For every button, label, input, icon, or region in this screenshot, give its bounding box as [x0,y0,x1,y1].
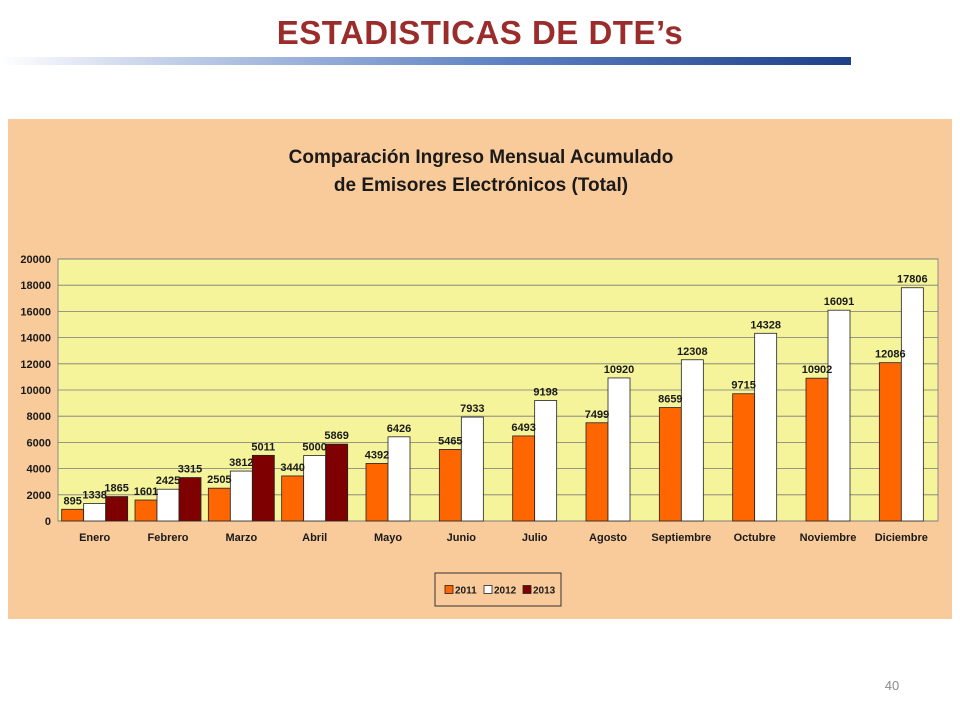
y-tick-label: 20000 [20,254,51,266]
y-tick-label: 12000 [20,359,51,371]
data-label: 1338 [82,489,106,501]
bar-2012 [229,470,253,522]
data-label: 12086 [875,349,906,361]
data-label: 9198 [533,387,557,399]
data-label: 9715 [731,380,755,392]
y-axis-ticks: 0 2000 4000 6000 8000 10000 12000 14000 16000 180… [20,254,51,528]
bar-2012 [534,400,558,522]
bar-2011 [732,393,756,522]
x-tick-label: Diciembre [875,532,928,544]
data-label: 3315 [178,464,202,476]
data-label: 2425 [156,475,180,487]
bar-2012 [460,416,484,522]
bar-2012 [303,455,327,522]
data-label: 6426 [387,423,411,435]
legend-swatch-2011 [444,585,454,594]
x-tick-label: Abril [302,532,327,544]
chart-panel: Comparación Ingreso Mensual Acumulado de… [8,119,952,619]
y-tick-label: 4000 [27,464,51,476]
legend-box [434,572,562,607]
legend-swatch-2012 [483,585,493,594]
y-tick-label: 14000 [20,333,51,345]
bar-2013 [251,454,275,522]
data-label: 16091 [824,296,855,308]
y-tick-label: 0 [45,516,51,528]
x-tick-label: Agosto [589,532,627,544]
bar-2011 [365,463,389,522]
x-axis-ticks: Enero Febrero Marzo Abril Mayo Junio Julio Agos… [79,532,928,544]
bar-2012 [827,309,851,522]
y-tick-label: 18000 [20,280,51,292]
x-tick-label: Febrero [148,532,189,544]
data-label: 12308 [677,346,708,358]
y-tick-label: 16000 [20,306,51,318]
bar-2011 [134,499,158,522]
data-label: 17806 [897,274,928,286]
bar-2011 [878,362,902,522]
chart: Comparación Ingreso Mensual Acumulado de… [20,147,939,607]
x-tick-label: Octubre [734,532,776,544]
chart-title-line2: de Emisores Electrónicos (Total) [334,175,628,196]
legend-label-2011: 2011 [455,586,477,597]
chart-title-line1: Comparación Ingreso Mensual Acumulado [289,147,674,168]
y-tick-label: 10000 [20,385,51,397]
gridlines [58,258,938,522]
x-tick-label: Mayo [374,532,402,544]
bar-2013 [325,443,349,522]
title-underline [0,57,851,65]
data-label: 10902 [802,364,833,376]
data-label: 5869 [324,430,348,442]
data-label: 895 [63,495,81,507]
x-tick-label: Marzo [225,532,257,544]
slide-title: ESTADISTICAS DE DTE’s [276,14,684,51]
data-label: 5011 [251,441,275,453]
bar-2011 [658,407,682,522]
data-label: 2505 [207,474,231,486]
x-tick-label: Enero [79,532,110,544]
y-tick-label: 2000 [27,490,51,502]
legend: 2011 2012 2013 [434,572,562,607]
legend-label-2013: 2013 [533,586,556,597]
bar-2011 [512,435,536,522]
bar-2013 [105,496,129,522]
bar-2013 [178,477,202,522]
bar-2012 [387,436,411,522]
data-label: 5000 [302,442,326,454]
data-label: 5465 [438,435,462,447]
y-tick-label: 8000 [27,411,51,423]
data-label: 3812 [229,457,253,469]
x-tick-label: Noviembre [800,532,857,544]
data-label: 1865 [104,483,128,495]
bar-2012 [900,287,924,522]
bar-2011 [805,377,829,522]
data-label: 1601 [134,486,158,498]
bar-2011 [281,475,305,522]
bar-2011 [61,508,85,522]
legend-swatch-2013 [522,585,532,594]
bar-2012 [754,332,778,522]
page-number: 40 [884,678,900,693]
x-tick-label: Julio [522,532,548,544]
data-label: 7933 [460,403,484,415]
x-tick-label: Septiembre [651,532,711,544]
bar-2012 [680,359,704,522]
bar-2012 [83,503,107,522]
data-label: 8659 [658,394,682,406]
x-tick-label: Junio [447,532,477,544]
bar-2011 [207,487,231,522]
bar-2012 [607,377,631,522]
data-label: 10920 [604,364,635,376]
data-label: 6493 [511,422,535,434]
bar-2011 [585,422,609,522]
bar-2011 [438,449,462,522]
data-label: 7499 [585,409,609,421]
legend-label-2012: 2012 [494,586,517,597]
data-label: 14328 [750,319,781,331]
bar-2012 [156,488,180,522]
bars [61,287,924,522]
y-tick-label: 6000 [27,437,51,449]
data-label: 4392 [365,449,389,461]
data-label: 3440 [280,462,304,474]
